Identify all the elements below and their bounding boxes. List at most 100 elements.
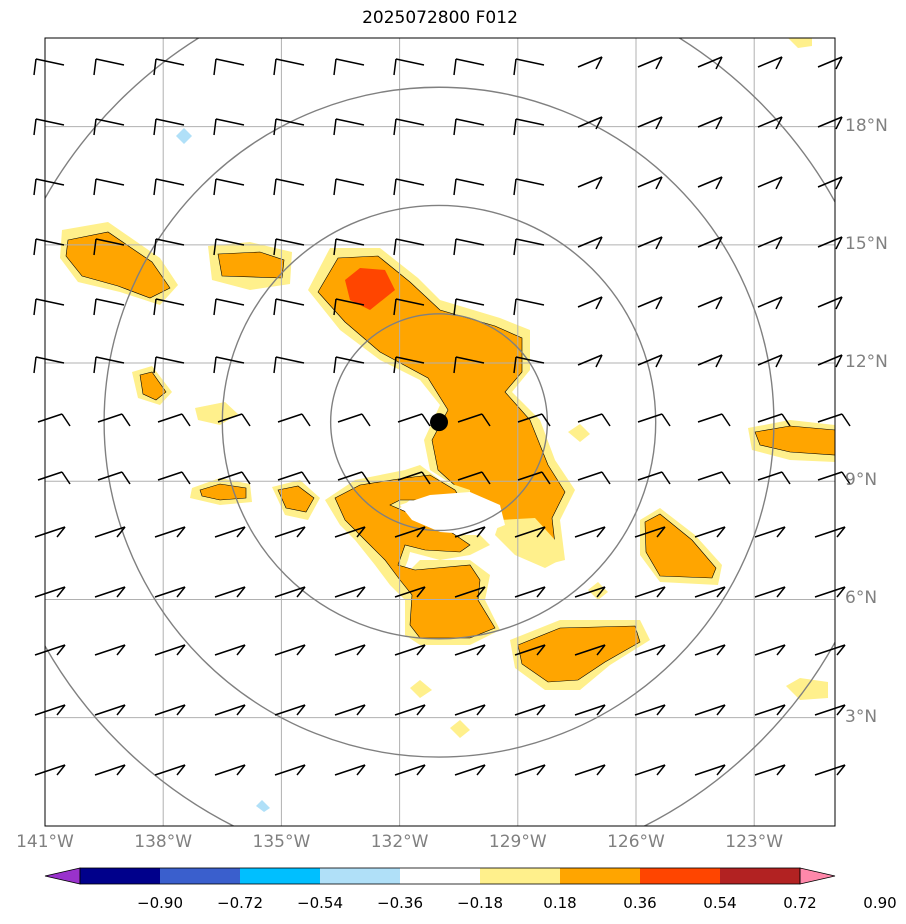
graticule [45, 38, 835, 826]
wind-barb [214, 644, 246, 656]
wind-barb [637, 354, 663, 368]
wind-barb [514, 764, 546, 776]
colorbar-segment [400, 868, 480, 884]
wind-barb [33, 238, 65, 256]
anomaly-region [495, 518, 560, 568]
wind-barb [153, 178, 185, 196]
wind-barb [513, 58, 545, 76]
anomaly-region [65, 231, 171, 299]
wind-barb [574, 704, 606, 716]
wind-barb [637, 471, 671, 485]
colorbar [44, 867, 836, 885]
wind-barb [393, 298, 425, 316]
anomaly-region [568, 424, 590, 442]
wind-barb [637, 236, 663, 250]
wind-barb [154, 586, 186, 598]
wind-barb [153, 298, 185, 316]
wind-barb [757, 296, 783, 310]
wind-barb [333, 298, 365, 316]
wind-barb [757, 354, 783, 368]
wind-barb [754, 586, 786, 598]
longitude-label: 135°W [252, 832, 311, 852]
wind-barb [577, 354, 603, 368]
wind-barb [394, 526, 426, 538]
wind-barb [634, 764, 666, 776]
wind-barb [274, 644, 306, 656]
wind-barb [577, 296, 603, 310]
wind-barb [333, 118, 365, 136]
wind-barb [333, 238, 365, 256]
anomaly-region [176, 128, 192, 144]
wind-barb [93, 238, 125, 256]
wind-barb [37, 413, 71, 427]
wind-barb [333, 178, 365, 196]
wind-barb [637, 413, 671, 427]
wind-barb [94, 644, 126, 656]
colorbar-extend-low [44, 867, 81, 885]
wind-barb [517, 413, 551, 427]
wind-barb [634, 586, 666, 598]
wind-barb [34, 644, 66, 656]
wind-barb [817, 354, 843, 368]
wind-barb [513, 178, 545, 196]
wind-barb [814, 586, 846, 598]
wind-barb [34, 586, 66, 598]
wind-barb [514, 526, 546, 538]
wind-barb [694, 764, 726, 776]
wind-barb [333, 58, 365, 76]
colorbar-extend-high [799, 867, 836, 885]
wind-barb [817, 471, 851, 485]
anomaly-region [588, 582, 608, 600]
latitude-label: 6°N [845, 588, 878, 609]
wind-barb [93, 118, 125, 136]
wind-barb [394, 586, 426, 598]
wind-barb [393, 118, 425, 136]
longitude-label: 132°W [370, 832, 429, 852]
longitude-label: 141°W [16, 832, 74, 852]
wind-barb [334, 704, 366, 716]
wind-barb [754, 764, 786, 776]
wind-barb [213, 58, 245, 76]
wind-barb [697, 413, 731, 427]
wind-barb [37, 471, 71, 485]
wind-barb [213, 356, 245, 374]
anomaly-region [450, 720, 470, 738]
wind-barb [817, 413, 851, 427]
wind-barb [757, 236, 783, 250]
wind-barb [453, 356, 485, 374]
wind-barb [393, 238, 425, 256]
wind-barb [694, 644, 726, 656]
colorbar-segment [80, 868, 160, 884]
latitude-label: 3°N [845, 706, 878, 727]
anomaly-region [199, 483, 247, 501]
range-rings [45, 38, 835, 826]
range-ring [221, 204, 657, 640]
wind-barb [154, 526, 186, 538]
anomaly-region [786, 678, 828, 700]
anomaly-region [410, 680, 432, 698]
wind-barb [814, 704, 846, 716]
wind-barb [334, 526, 366, 538]
wind-barb [337, 413, 371, 427]
wind-barb [757, 56, 783, 70]
colorbar-segment [160, 868, 240, 884]
wind-barb [34, 764, 66, 776]
wind-barb [514, 704, 546, 716]
wind-barb [214, 764, 246, 776]
anomaly-region [217, 251, 285, 279]
wind-barb [93, 58, 125, 76]
colorbar-segment [320, 868, 400, 884]
wind-barb [153, 238, 185, 256]
wind-barb [394, 764, 426, 776]
wind-barb [697, 236, 723, 250]
wind-barb [574, 644, 606, 656]
wind-barb [454, 526, 486, 538]
wind-barb [517, 471, 551, 485]
anomaly-region [644, 513, 717, 579]
wind-barb [214, 704, 246, 716]
wind-barb [577, 471, 611, 485]
anomaly-region [195, 402, 238, 425]
colorbar-tick-label: −0.54 [297, 894, 343, 912]
wind-barb [93, 356, 125, 374]
